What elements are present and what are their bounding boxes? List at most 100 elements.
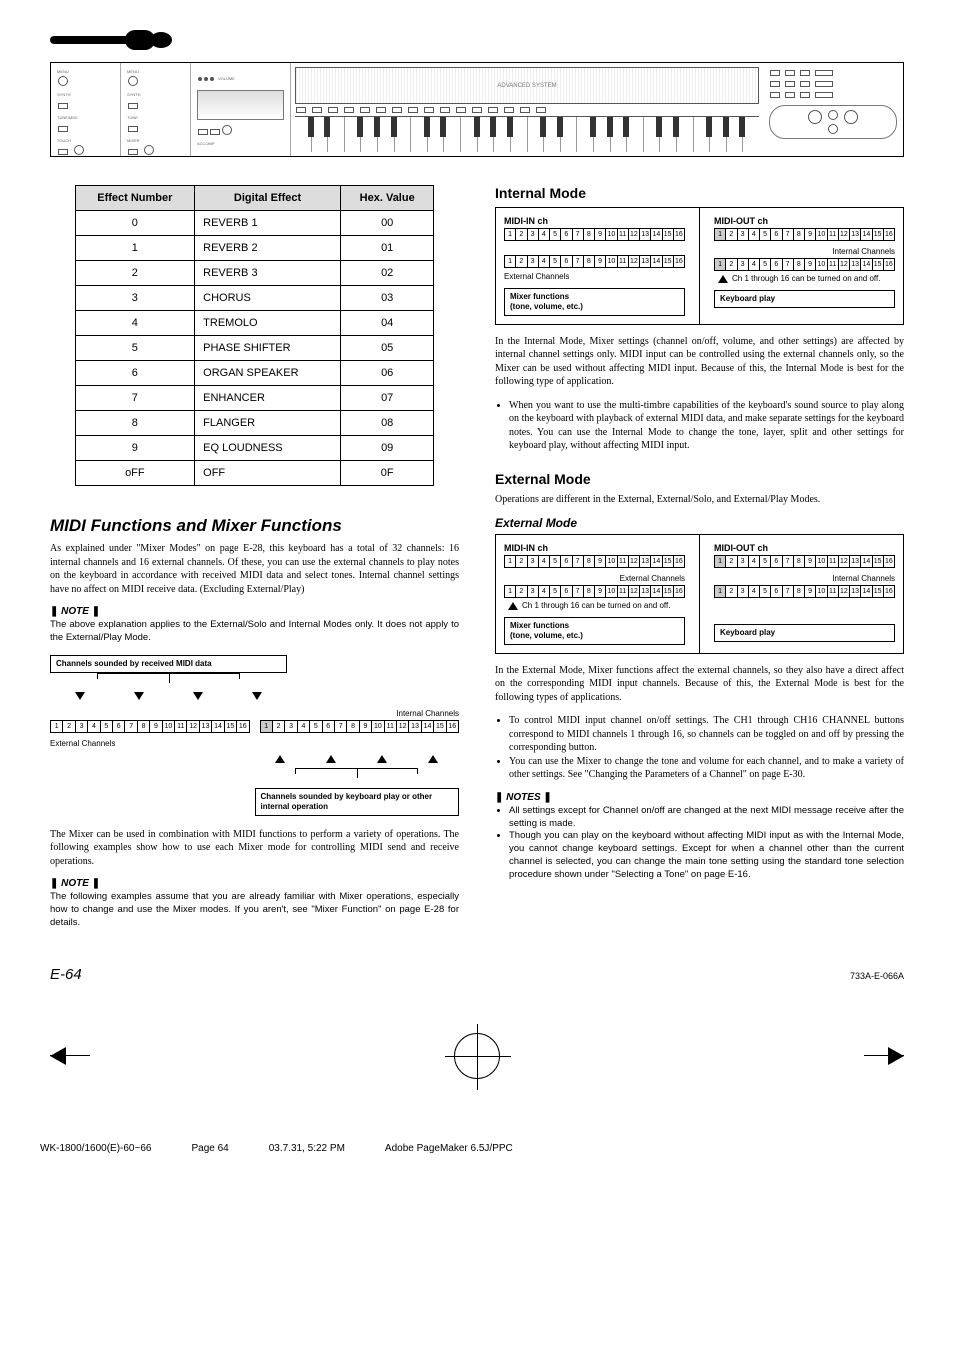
- table-row: 1REVERB 201: [75, 236, 434, 261]
- channel-cell: 16: [237, 721, 248, 732]
- ext-ch-onoff-caption: Ch 1 through 16 can be turned on and off…: [522, 601, 670, 611]
- channel-cell: 4: [298, 721, 310, 732]
- channel-cell: 4: [88, 721, 100, 732]
- channel-cell: 16: [447, 721, 458, 732]
- note-label-2: NOTE: [50, 878, 459, 889]
- channel-cell: 4: [749, 556, 760, 567]
- effects-cell: 9: [75, 436, 195, 461]
- channel-cell: 13: [409, 721, 421, 732]
- internal-channels-label: Internal Channels: [50, 709, 459, 718]
- channel-cell: 1: [261, 721, 273, 732]
- channel-cell: 13: [850, 586, 861, 597]
- channel-cell: 5: [760, 556, 771, 567]
- channel-cell: 13: [850, 556, 861, 567]
- channel-cell: 11: [618, 256, 629, 267]
- channel-cell: 9: [595, 256, 606, 267]
- channel-diagram-overview: Channels sounded by received MIDI data I…: [50, 655, 459, 816]
- after-diagram-text: The Mixer can be used in combination wit…: [50, 828, 459, 869]
- channel-cell: 11: [828, 556, 839, 567]
- channel-cell: 12: [397, 721, 409, 732]
- effects-cell: 07: [340, 386, 434, 411]
- channel-cell: 3: [528, 586, 539, 597]
- external-channels-label: External Channels: [50, 739, 459, 748]
- meta-page: Page 64: [191, 1143, 228, 1154]
- channel-cell: 3: [738, 259, 749, 270]
- internal-mode-diagram: MIDI-IN ch 12345678910111213141516 12345…: [495, 207, 904, 325]
- effects-cell: EQ LOUDNESS: [195, 436, 341, 461]
- effects-cell: REVERB 2: [195, 236, 341, 261]
- piano-white-key: [478, 117, 495, 152]
- channel-cell: 9: [805, 556, 816, 567]
- channel-cell: 14: [651, 256, 662, 267]
- channel-cell: 10: [816, 229, 827, 240]
- channel-cell: 14: [212, 721, 224, 732]
- note-text-1: The above explanation applies to the Ext…: [50, 619, 459, 645]
- external-mode-subheading: External Mode: [495, 516, 904, 530]
- file-metadata-line: WK-1800/1600(E)-60~66 Page 64 03.7.31, 5…: [0, 1123, 954, 1184]
- external-mode-intro: Operations are different in the External…: [495, 493, 904, 507]
- table-row: 5PHASE SHIFTER05: [75, 336, 434, 361]
- effects-cell: 1: [75, 236, 195, 261]
- channel-cell: 15: [663, 256, 674, 267]
- channel-cell: 12: [629, 586, 640, 597]
- table-row: 9EQ LOUDNESS09: [75, 436, 434, 461]
- piano-white-key: [361, 117, 378, 152]
- effects-cell: 5: [75, 336, 195, 361]
- channel-cell: 11: [618, 586, 629, 597]
- piano-white-key: [644, 117, 661, 152]
- midi-mixer-heading: MIDI Functions and Mixer Functions: [50, 516, 459, 536]
- piano-white-key: [594, 117, 611, 152]
- channel-cell: 2: [516, 586, 527, 597]
- ext-ext-channels-label: External Channels: [504, 574, 685, 583]
- table-row: 7ENHANCER07: [75, 386, 434, 411]
- channel-cell: 1: [505, 556, 516, 567]
- meta-app: Adobe PageMaker 6.5J/PPC: [385, 1143, 513, 1154]
- piano-white-key: [428, 117, 445, 152]
- table-row: oFFOFF0F: [75, 461, 434, 486]
- channel-cell: 6: [771, 229, 782, 240]
- channel-cell: 4: [749, 259, 760, 270]
- effects-cell: 03: [340, 286, 434, 311]
- piano-white-key: [727, 117, 744, 152]
- piano-white-key: [378, 117, 395, 152]
- channel-cell: 12: [839, 556, 850, 567]
- channel-cell: 3: [76, 721, 88, 732]
- channel-cell: 1: [715, 556, 726, 567]
- piano-white-key: [345, 117, 362, 152]
- effects-cell: CHORUS: [195, 286, 341, 311]
- channel-cell: 11: [828, 229, 839, 240]
- effects-header-cell: Hex. Value: [340, 186, 434, 211]
- channel-cell: 14: [861, 259, 872, 270]
- channel-cell: 7: [125, 721, 137, 732]
- channel-cell: 5: [101, 721, 113, 732]
- channel-cell: 11: [828, 586, 839, 597]
- channel-cell: 16: [884, 556, 894, 567]
- channel-cell: 10: [606, 229, 617, 240]
- channel-cell: 9: [595, 586, 606, 597]
- channel-cell: 10: [816, 586, 827, 597]
- channel-cell: 4: [539, 586, 550, 597]
- channel-cell: 2: [516, 229, 527, 240]
- channel-cell: 9: [595, 556, 606, 567]
- piano-white-key: [328, 117, 345, 152]
- channel-cell: 4: [749, 229, 760, 240]
- ext-keyboard-play-box: Keyboard play: [714, 624, 895, 642]
- ext-midi-out-label: MIDI-OUT ch: [714, 543, 895, 553]
- channel-cell: 14: [861, 586, 872, 597]
- ext-int-channels-label: Internal Channels: [714, 574, 895, 583]
- channel-cell: 7: [783, 556, 794, 567]
- midi-mixer-intro: As explained under "Mixer Modes" on page…: [50, 542, 459, 596]
- channel-cell: 5: [550, 556, 561, 567]
- page-number: E-64: [50, 966, 82, 983]
- channel-cell: 10: [163, 721, 175, 732]
- channel-cell: 2: [726, 556, 737, 567]
- channel-cell: 16: [884, 586, 894, 597]
- channel-cell: 16: [674, 586, 684, 597]
- channel-cell: 12: [839, 259, 850, 270]
- external-mode-diagram: MIDI-IN ch 12345678910111213141516 Exter…: [495, 534, 904, 654]
- effects-cell: PHASE SHIFTER: [195, 336, 341, 361]
- channel-cell: 2: [273, 721, 285, 732]
- table-row: 0REVERB 100: [75, 211, 434, 236]
- piano-white-key: [411, 117, 428, 152]
- channel-cell: 2: [726, 229, 737, 240]
